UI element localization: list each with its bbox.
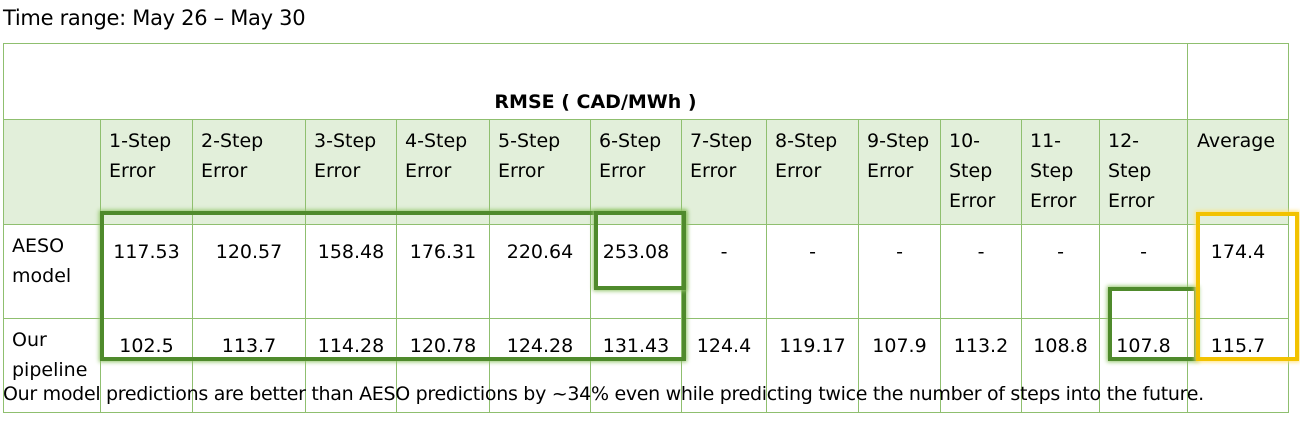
cell-average: 115.7 (1187, 318, 1289, 413)
cell-line: Average (1196, 130, 1276, 152)
cell-step-12: - (1099, 224, 1188, 319)
cell-step-3: 158.48 (305, 224, 397, 319)
cell-line: Error (775, 160, 822, 182)
header-step-4: 4-Step Error (396, 119, 490, 225)
cell-step-10: - (940, 224, 1022, 319)
cell-step-5: 124.28 (489, 318, 591, 413)
cell-line: Error (498, 160, 545, 182)
cell-line: 12- (1108, 130, 1140, 152)
cell-step-7: - (681, 224, 767, 319)
cell-line: model (12, 265, 72, 287)
cell-line: 10- (949, 130, 981, 152)
cell-line: pipeline (12, 359, 88, 381)
cell-step-8: - (766, 224, 859, 319)
header-step-3: 3-Step Error (305, 119, 397, 225)
header-average: Average (1187, 119, 1289, 225)
table-row-aeso: AESO model 117.53 120.57 158.48 176.31 220.64 2… (3, 224, 1289, 319)
cell-line: Our (12, 329, 47, 351)
cell-line: 11- (1030, 130, 1062, 152)
cell-line: 5-Step (498, 130, 561, 152)
cell-step-2: 113.7 (192, 318, 306, 413)
cell-line: Error (314, 160, 361, 182)
cell-step-9: - (858, 224, 941, 319)
row-label: Our pipeline (3, 318, 101, 413)
cell-line: Error (949, 190, 996, 212)
table-row-pipeline: Our pipeline 102.5 113.7 114.28 120.78 124.28 1… (3, 318, 1289, 413)
cell-line: Step (949, 160, 993, 182)
title-row-average-cell (1187, 43, 1289, 120)
cell-line: Error (599, 160, 646, 182)
cell-line: 2-Step (201, 130, 264, 152)
header-step-11: 11- Step Error (1021, 119, 1100, 225)
cell-line: Step (1030, 160, 1074, 182)
cell-step-8: 119.17 (766, 318, 859, 413)
header-step-6: 6-Step Error (590, 119, 682, 225)
header-step-8: 8-Step Error (766, 119, 859, 225)
header-step-2: 2-Step Error (192, 119, 306, 225)
cell-line: Error (867, 160, 914, 182)
cell-line: Error (1108, 190, 1155, 212)
cell-step-2: 120.57 (192, 224, 306, 319)
cell-step-4: 176.31 (396, 224, 490, 319)
cell-line: Error (690, 160, 737, 182)
cell-line: Error (109, 160, 156, 182)
cell-line: 8-Step (775, 130, 838, 152)
header-corner-cell (3, 119, 101, 225)
cell-line: 9-Step (867, 130, 930, 152)
header-step-7: 7-Step Error (681, 119, 767, 225)
summary-caption: Our model predictions are better than AE… (3, 383, 1204, 405)
cell-line: 4-Step (405, 130, 468, 152)
rmse-table-wrapper: RMSE ( CAD/MWh ) 1-Step Error 2-Step Error 3… (3, 43, 1289, 413)
cell-line: Step (1108, 160, 1152, 182)
rmse-table: RMSE ( CAD/MWh ) 1-Step Error 2-Step Error 3… (3, 43, 1289, 413)
header-step-9: 9-Step Error (858, 119, 941, 225)
cell-line: Error (1030, 190, 1077, 212)
cell-line: 3-Step (314, 130, 377, 152)
cell-step-12: 107.8 (1099, 318, 1188, 413)
cell-step-7: 124.4 (681, 318, 767, 413)
cell-step-11: - (1021, 224, 1100, 319)
table-title-row: RMSE ( CAD/MWh ) (3, 43, 1289, 120)
cell-line: 1-Step (109, 130, 172, 152)
cell-step-9: 107.9 (858, 318, 941, 413)
cell-average: 174.4 (1187, 224, 1289, 319)
cell-line: 6-Step (599, 130, 662, 152)
cell-line: AESO (12, 235, 65, 257)
header-step-5: 5-Step Error (489, 119, 591, 225)
header-step-1: 1-Step Error (100, 119, 193, 225)
cell-step-6: 253.08 (590, 224, 682, 319)
cell-step-10: 113.2 (940, 318, 1022, 413)
cell-line: Error (405, 160, 452, 182)
cell-step-1: 102.5 (100, 318, 193, 413)
table-title: RMSE ( CAD/MWh ) (3, 43, 1188, 120)
cell-step-1: 117.53 (100, 224, 193, 319)
cell-step-6: 131.43 (590, 318, 682, 413)
cell-line: Error (201, 160, 248, 182)
cell-step-3: 114.28 (305, 318, 397, 413)
time-range-label: Time range: May 26 – May 30 (3, 6, 306, 30)
header-step-12: 12- Step Error (1099, 119, 1188, 225)
cell-step-5: 220.64 (489, 224, 591, 319)
cell-line: 7-Step (690, 130, 753, 152)
table-header-row: 1-Step Error 2-Step Error 3-Step Error 4-Step E… (3, 119, 1289, 225)
row-label: AESO model (3, 224, 101, 319)
header-step-10: 10- Step Error (940, 119, 1022, 225)
